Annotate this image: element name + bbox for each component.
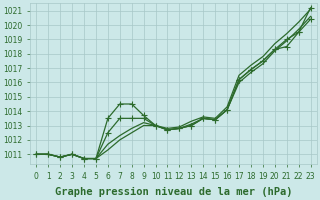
X-axis label: Graphe pression niveau de la mer (hPa): Graphe pression niveau de la mer (hPa)	[55, 186, 292, 197]
